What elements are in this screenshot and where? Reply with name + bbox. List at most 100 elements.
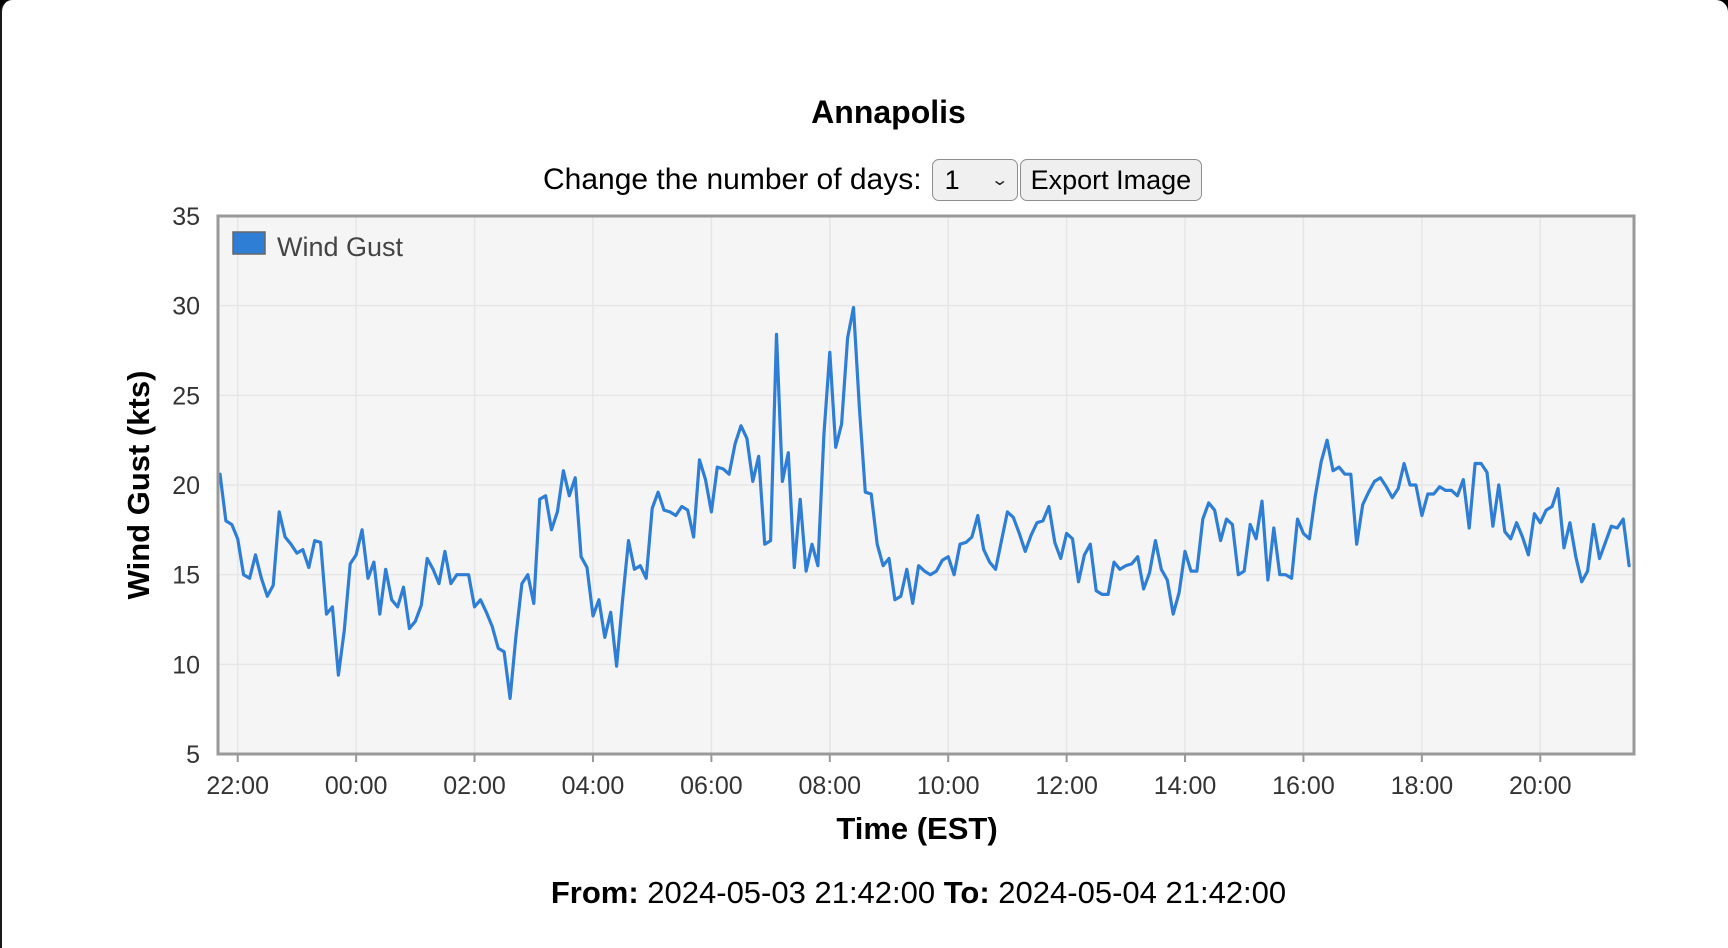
data-point (603, 636, 606, 639)
data-point (1041, 519, 1045, 523)
export-image-button[interactable]: Export Image (1019, 159, 1203, 201)
data-point (1000, 539, 1003, 542)
data-point (532, 602, 535, 605)
data-point (455, 573, 458, 576)
data-point (331, 605, 334, 609)
data-point (420, 604, 423, 607)
data-point (343, 629, 346, 632)
data-point (834, 446, 837, 449)
data-point (840, 422, 843, 426)
data-point (1562, 546, 1566, 549)
data-point (1586, 569, 1589, 573)
data-point (1462, 478, 1465, 481)
data-point (822, 433, 826, 436)
data-point (929, 573, 932, 576)
data-point (1468, 526, 1471, 530)
data-point (254, 553, 257, 557)
y-tick-label: 20 (172, 472, 200, 500)
data-point (485, 611, 488, 614)
data-point (1438, 485, 1441, 488)
data-point (1071, 537, 1074, 540)
data-point (349, 562, 352, 566)
data-point (1331, 469, 1335, 472)
data-point (923, 569, 926, 573)
y-tick-label: 10 (172, 651, 200, 679)
data-point (283, 535, 287, 539)
data-point (426, 557, 429, 560)
data-point (1018, 532, 1021, 535)
y-tick-label: 15 (172, 562, 200, 590)
data-point (751, 480, 754, 483)
data-point (313, 539, 316, 542)
data-point (1154, 539, 1157, 542)
data-point (372, 560, 376, 564)
data-point (1118, 568, 1122, 571)
x-tick-label: 10:00 (917, 772, 980, 800)
data-point (1367, 491, 1370, 494)
data-point (846, 336, 849, 340)
data-point (1627, 564, 1631, 567)
data-point (858, 406, 861, 410)
data-point (864, 491, 867, 494)
legend[interactable]: Wind Gust (232, 231, 404, 262)
data-point (881, 564, 885, 567)
data-point (449, 582, 453, 585)
y-tick-label: 30 (172, 293, 200, 321)
data-point (656, 491, 660, 494)
days-select[interactable]: 1 ⌄ (931, 159, 1018, 201)
data-point (692, 535, 695, 539)
data-point (698, 458, 701, 462)
data-point (1391, 496, 1394, 499)
data-point (396, 605, 399, 609)
data-point (1568, 521, 1572, 524)
x-tick-label: 02:00 (443, 772, 506, 800)
data-point (745, 437, 749, 440)
data-point (1592, 523, 1595, 526)
data-point (668, 510, 672, 514)
data-point (1059, 557, 1062, 560)
data-point (793, 566, 796, 569)
chart-title: Annapolis (811, 94, 966, 130)
data-point (574, 476, 577, 479)
data-point (562, 469, 565, 472)
data-point (550, 528, 553, 531)
data-point (1408, 483, 1412, 487)
data-point (674, 514, 677, 517)
from-label: From: (550, 875, 639, 910)
data-point (1183, 550, 1187, 553)
data-point (627, 539, 630, 542)
data-point (597, 598, 601, 601)
data-point (502, 650, 506, 653)
data-point (378, 612, 381, 616)
data-point (473, 605, 476, 609)
x-axis-ticks: 22:00 00:00 02:00 04:00 06:00 08:00 10:00 12:00… (206, 754, 1572, 800)
data-point (278, 510, 281, 514)
data-point (1029, 534, 1033, 537)
data-point (775, 333, 778, 336)
data-point (633, 568, 636, 571)
data-point (1402, 462, 1406, 465)
data-point (917, 564, 920, 567)
data-point (781, 480, 784, 483)
data-point (1604, 541, 1607, 544)
data-point (360, 528, 364, 531)
data-point (1550, 505, 1554, 508)
data-point (1379, 476, 1382, 479)
x-tick-label: 16:00 (1272, 772, 1335, 800)
data-point (408, 627, 411, 630)
data-point (319, 541, 322, 544)
data-point (224, 519, 228, 523)
data-point (248, 577, 251, 580)
data-point (1272, 526, 1276, 530)
data-point (982, 548, 985, 551)
data-point (1527, 553, 1530, 557)
to-label: To: (943, 875, 990, 910)
data-point (763, 543, 766, 546)
data-point (1545, 508, 1548, 512)
data-point (810, 543, 814, 546)
data-point (1100, 593, 1104, 596)
data-point (1243, 569, 1246, 573)
data-point (1237, 573, 1240, 576)
data-point (680, 505, 683, 508)
